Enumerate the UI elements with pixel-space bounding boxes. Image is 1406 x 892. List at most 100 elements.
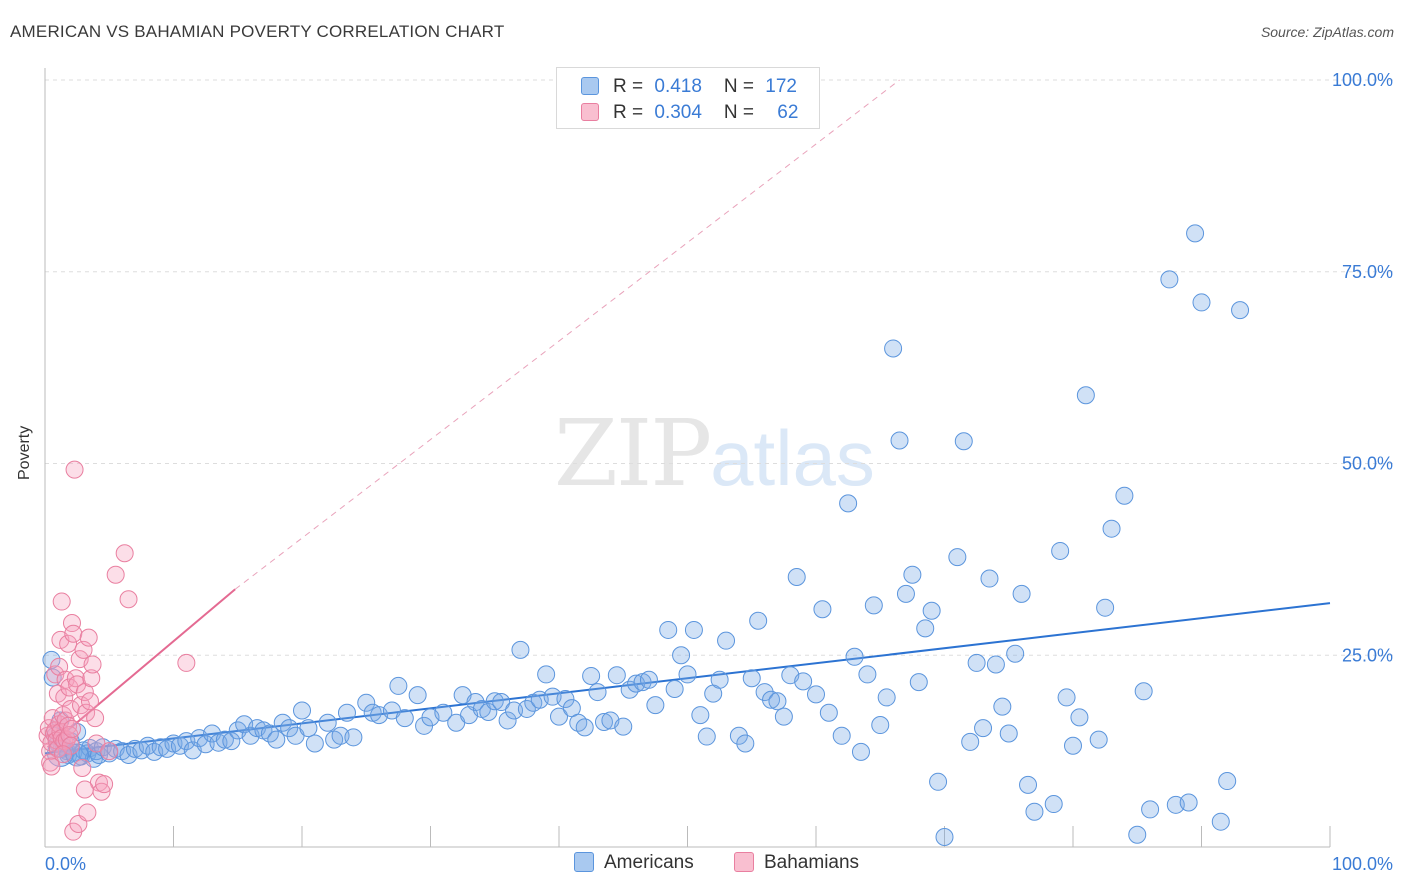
data-point-americans bbox=[1186, 224, 1205, 243]
data-point-bahamians bbox=[119, 590, 138, 609]
data-point-americans bbox=[1128, 825, 1147, 844]
data-point-americans bbox=[672, 646, 691, 665]
data-point-americans bbox=[594, 712, 613, 731]
data-point-americans bbox=[961, 732, 980, 751]
data-point-americans bbox=[588, 683, 607, 702]
data-point-bahamians bbox=[78, 803, 97, 822]
data-point-americans bbox=[299, 719, 318, 738]
data-point-bahamians bbox=[73, 758, 92, 777]
data-point-americans bbox=[1134, 682, 1153, 701]
data-point-bahamians bbox=[52, 592, 71, 611]
data-point-americans bbox=[1218, 772, 1237, 791]
data-point-bahamians bbox=[106, 565, 125, 584]
legend-n-value: 62 bbox=[777, 102, 799, 123]
data-point-americans bbox=[485, 692, 504, 711]
legend-n-value: 172 bbox=[765, 76, 797, 97]
data-point-americans bbox=[607, 666, 626, 685]
data-point-americans bbox=[614, 717, 633, 736]
tick-labels: 25.0% 50.0% 75.0% 100.0% 0.0% 100.0% bbox=[45, 70, 1393, 874]
data-point-bahamians bbox=[86, 709, 105, 728]
data-point-americans bbox=[819, 703, 838, 722]
data-point-americans bbox=[318, 713, 337, 732]
data-point-americans bbox=[691, 706, 710, 725]
data-point-americans bbox=[1006, 644, 1025, 663]
data-point-americans bbox=[896, 584, 915, 603]
data-point-americans bbox=[537, 665, 556, 684]
data-point-americans bbox=[665, 679, 684, 698]
data-point-americans bbox=[890, 431, 909, 450]
data-point-americans bbox=[1141, 800, 1160, 819]
watermark-zip: ZIP bbox=[554, 400, 712, 507]
data-point-americans bbox=[717, 631, 736, 650]
data-point-bahamians bbox=[75, 780, 94, 799]
trend-line-bahamians bbox=[46, 588, 236, 749]
legend-row-bahamians: R = 0.304 N = 62 bbox=[581, 102, 798, 126]
data-point-americans bbox=[1012, 584, 1031, 603]
data-point-americans bbox=[948, 548, 967, 567]
data-point-americans bbox=[222, 732, 241, 751]
source-credit: Source: ZipAtlas.com bbox=[1260, 24, 1394, 40]
data-point-americans bbox=[697, 727, 716, 746]
data-point-bahamians bbox=[64, 624, 83, 643]
legend-item-americans[interactable]: Americans bbox=[574, 852, 694, 874]
data-point-americans bbox=[466, 693, 485, 712]
legend-r-value: 0.418 bbox=[654, 76, 702, 97]
data-point-americans bbox=[1025, 802, 1044, 821]
data-point-americans bbox=[1019, 775, 1038, 794]
data-point-americans bbox=[710, 670, 729, 689]
data-point-americans bbox=[434, 703, 453, 722]
data-point-americans bbox=[1089, 730, 1108, 749]
data-point-americans bbox=[395, 709, 414, 728]
data-point-americans bbox=[492, 693, 511, 712]
y-tick-label: 100.0% bbox=[1332, 70, 1393, 90]
data-point-bahamians bbox=[79, 628, 98, 647]
data-point-americans bbox=[903, 565, 922, 584]
data-point-americans bbox=[1160, 270, 1179, 289]
data-point-americans bbox=[929, 772, 948, 791]
axes bbox=[44, 68, 1331, 848]
data-point-americans bbox=[337, 703, 356, 722]
data-point-americans bbox=[884, 339, 903, 358]
data-point-americans bbox=[505, 701, 524, 720]
data-point-bahamians bbox=[77, 703, 96, 722]
legend-r-label: R = bbox=[613, 102, 649, 123]
legend-swatch-bahamians bbox=[581, 103, 599, 121]
data-point-bahamians bbox=[80, 692, 99, 711]
data-point-americans bbox=[832, 726, 851, 745]
data-point-americans bbox=[344, 728, 363, 747]
data-point-americans bbox=[1102, 519, 1121, 538]
data-point-americans bbox=[762, 690, 781, 709]
data-point-americans bbox=[280, 719, 299, 738]
data-point-americans bbox=[749, 611, 768, 630]
data-point-americans bbox=[65, 743, 89, 767]
series-legend: Americans Bahamians bbox=[0, 852, 1406, 876]
data-point-bahamians bbox=[177, 653, 196, 672]
data-point-americans bbox=[132, 741, 151, 760]
data-point-americans bbox=[1192, 293, 1211, 312]
chart-title: AMERICAN VS BAHAMIAN POVERTY CORRELATION… bbox=[10, 22, 505, 41]
data-point-bahamians bbox=[66, 669, 85, 688]
data-point-bahamians bbox=[83, 655, 102, 674]
data-point-americans bbox=[1211, 812, 1230, 831]
data-point-bahamians bbox=[100, 742, 119, 761]
legend-row-americans: R = 0.418 N = 172 bbox=[581, 76, 797, 100]
data-point-americans bbox=[267, 730, 286, 749]
data-point-americans bbox=[858, 665, 877, 684]
data-point-americans bbox=[967, 653, 986, 672]
data-point-americans bbox=[1231, 301, 1250, 320]
data-point-americans bbox=[851, 742, 870, 761]
y-axis-label: Poverty bbox=[16, 425, 33, 480]
data-point-americans bbox=[556, 689, 575, 708]
data-point-bahamians bbox=[50, 657, 69, 676]
data-point-bahamians bbox=[59, 634, 78, 653]
legend-item-bahamians[interactable]: Bahamians bbox=[734, 852, 859, 874]
legend-label-americans: Americans bbox=[604, 852, 694, 873]
data-point-americans bbox=[389, 676, 408, 695]
series-bahamians bbox=[38, 460, 196, 841]
data-point-americans bbox=[864, 596, 883, 615]
data-point-americans bbox=[479, 703, 498, 722]
data-point-americans bbox=[639, 670, 658, 689]
data-point-americans bbox=[916, 619, 935, 638]
legend-r-label: R = bbox=[613, 76, 649, 97]
